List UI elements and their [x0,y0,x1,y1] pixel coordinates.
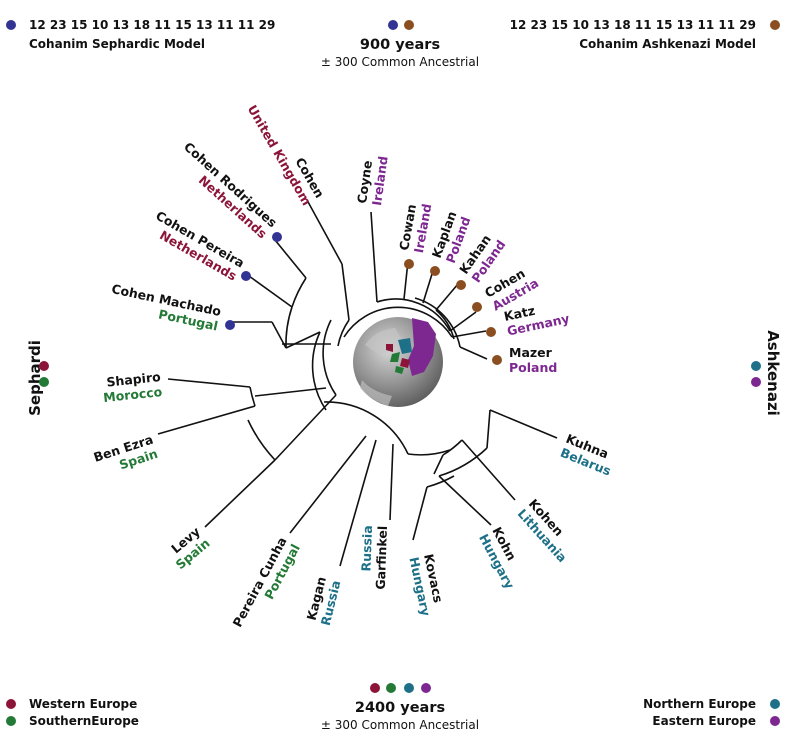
leaf-cohen-uk: Cohen United Kingdom [245,102,328,208]
leaf-name: Shapiro [106,369,162,390]
sephardic-model-dot [6,20,16,30]
sephardi-side-label: Sephardi [26,340,44,416]
left-haplotype-code: 12 23 15 10 13 18 11 15 13 11 11 29 [29,18,275,32]
sephardi-dot-western [39,361,49,371]
leaf-dot-cohen-pereira [241,271,251,281]
globe-icon [353,317,443,407]
legend-dot-western [6,699,16,709]
ashkenazi-side-label: Ashkenazi [764,330,782,416]
leaf-name: Garfinkel [373,526,390,590]
leaf-dot-cohen-machado [225,320,235,330]
leaf-shapiro: Shapiro Morocco [102,369,163,405]
leaf-kovacs: Kovacs Hungary [406,553,446,618]
leaf-cohen-machado: Cohen Machado Portugal [110,281,223,334]
leaf-dot-cowan [404,259,414,269]
leaf-country: Russia [358,525,375,572]
leaf-garfinkel: Garfinkel Russia [358,525,390,590]
center-top-dot-blue [388,20,398,30]
leaf-kagan: Kagan Russia [304,575,344,627]
leaf-ben-ezra: Ben Ezra Spain [92,432,160,473]
right-model-label: Cohanim Ashkenazi Model [579,37,756,51]
leaf-country: Ireland [369,155,391,206]
legend-eastern-europe: Eastern Europe [652,714,756,728]
leaf-pereira-cunha: Pereira Cunha Portugal [230,534,303,629]
top-center-title: 900 years [360,37,440,53]
legend-southern-europe: SouthernEurope [29,714,139,728]
leaf-kuhna: Kuhna Belarus [558,431,613,479]
legend-dot-southern [6,716,16,726]
top-center-subtitle: ± 300 Common Ancestrial [321,55,479,69]
leaf-cohen-pereira: Cohen Pereira Netherlands [153,208,247,284]
left-model-label: Cohanim Sephardic Model [29,37,205,51]
leaf-coyne: Coyne Ireland [354,155,391,206]
leaf-name: Mazer [509,345,553,360]
legend-dot-eastern [770,716,780,726]
leaf-dot-cohen-austria [472,302,482,312]
ashkenazi-model-dot [770,20,780,30]
footer-dot-eastern [421,683,431,693]
leaf-country: Poland [509,360,557,375]
leaf-name: Katz [503,303,537,324]
leaf-name: Coyne [354,159,375,204]
leaf-dot-katz [486,327,496,337]
ashkenazi-dot-northern [751,361,761,371]
legend-dot-northern [770,699,780,709]
bottom-center-title: 2400 years [355,700,445,716]
right-haplotype-code: 12 23 15 10 13 18 11 15 13 11 11 29 [510,18,756,32]
bottom-center-subtitle: ± 300 Common Ancestrial [321,718,479,732]
legend-western-europe: Western Europe [29,697,137,711]
leaf-kohen-lithuania: Kohen Lithuania [515,496,570,565]
footer-dot-western [370,683,380,693]
tree-branches [157,199,558,567]
legend-northern-europe: Northern Europe [643,697,756,711]
leaf-cowan: Cowan Ireland [396,202,434,254]
leaf-mazer: Mazer Poland [509,345,557,375]
leaf-kohn: Kohn Hungary [476,524,519,591]
leaf-dot-mazer [492,355,502,365]
footer-dot-southern [386,683,396,693]
leaf-dot-kahan [456,280,466,290]
leaf-name: Cohen Rodrigues [181,139,280,230]
leaf-dot-cohen-rodrigues [272,232,282,242]
leaf-levy: Levy Spain [168,524,212,572]
sephardi-dot-southern [39,377,49,387]
center-top-dot-brown [404,20,414,30]
leaf-dot-kaplan [430,266,440,276]
leaf-country: Morocco [102,384,163,405]
footer-dot-northern [404,683,414,693]
ashkenazi-dot-eastern [751,377,761,387]
